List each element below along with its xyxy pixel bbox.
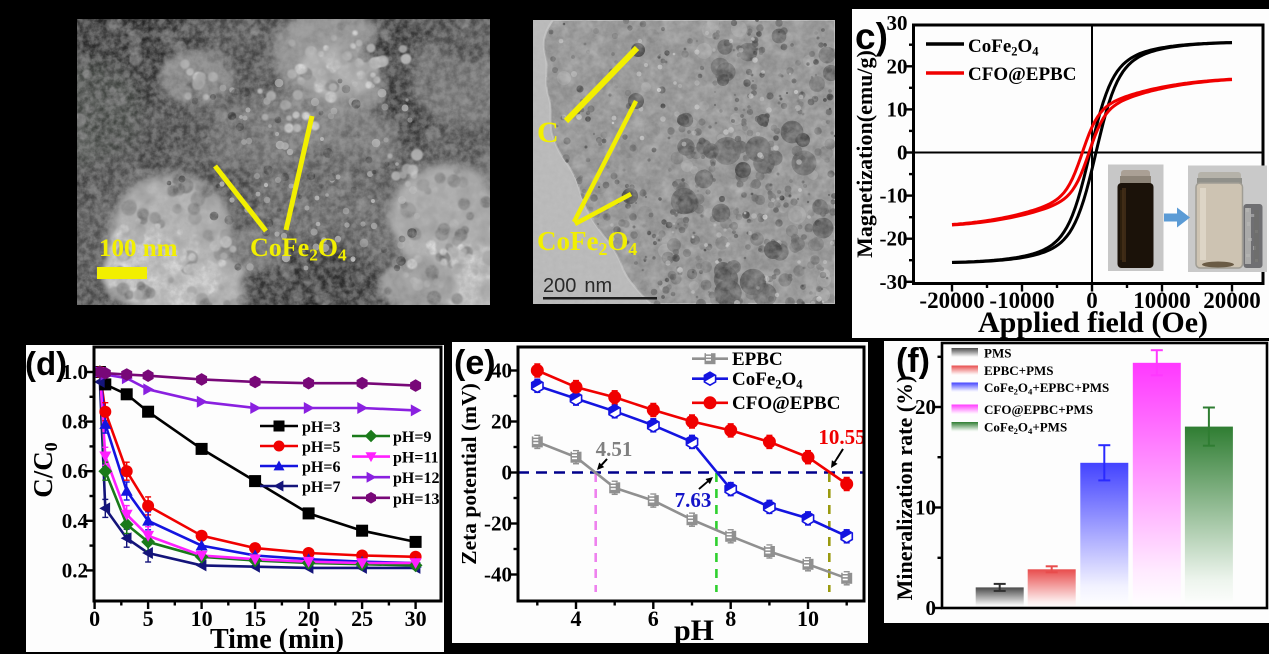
svg-text:CFO@EPBC: CFO@EPBC — [732, 393, 840, 414]
svg-text:CoFe2O4: CoFe2O4 — [537, 226, 637, 259]
svg-text:CFO@EPBC+PMS: CFO@EPBC+PMS — [984, 402, 1093, 417]
svg-text:1.0: 1.0 — [62, 360, 88, 384]
svg-text:Magnetization(emu/g): Magnetization(emu/g) — [852, 50, 877, 258]
svg-text:(e): (e) — [454, 344, 496, 382]
svg-text:C: C — [537, 116, 559, 149]
svg-text:CoFe2O4: CoFe2O4 — [250, 233, 347, 265]
svg-text:Time (min): Time (min) — [210, 624, 344, 652]
svg-text:Zeta potential (mV): Zeta potential (mV) — [457, 383, 481, 565]
svg-text:10: 10 — [915, 496, 936, 520]
svg-text:25: 25 — [351, 606, 373, 631]
svg-text:pH=3: pH=3 — [302, 419, 340, 436]
svg-text:C/C0: C/C0 — [28, 442, 61, 498]
svg-text:100 nm: 100 nm — [99, 235, 178, 262]
svg-text:pH: pH — [674, 614, 714, 643]
svg-text:30: 30 — [405, 606, 427, 631]
svg-text:15: 15 — [244, 606, 266, 631]
svg-text:40: 40 — [491, 359, 512, 383]
svg-text:10: 10 — [797, 606, 819, 631]
svg-text:-40: -40 — [484, 563, 512, 587]
svg-text:CoFe2O4: CoFe2O4 — [968, 36, 1039, 58]
svg-text:10: 10 — [887, 97, 908, 121]
svg-text:0: 0 — [502, 461, 513, 485]
svg-text:CoFe2O4+PMS: CoFe2O4+PMS — [984, 420, 1067, 436]
svg-text:-10: -10 — [880, 184, 908, 208]
svg-text:20: 20 — [298, 606, 320, 631]
svg-text:0: 0 — [897, 141, 908, 165]
svg-text:6: 6 — [648, 606, 659, 631]
svg-text:30: 30 — [887, 11, 908, 35]
svg-text:20: 20 — [491, 410, 512, 434]
svg-text:pH=11: pH=11 — [393, 450, 439, 467]
svg-text:CoFe2O4+EPBC+PMS: CoFe2O4+EPBC+PMS — [984, 380, 1109, 396]
svg-text:0: 0 — [1086, 288, 1098, 313]
svg-text:0: 0 — [926, 596, 937, 620]
svg-text:20: 20 — [915, 395, 936, 419]
svg-text:(f): (f) — [896, 342, 930, 380]
svg-text:EPBC: EPBC — [732, 349, 783, 370]
svg-text:pH=12: pH=12 — [393, 470, 439, 487]
svg-text:10.55: 10.55 — [818, 425, 865, 449]
svg-text:-10000: -10000 — [989, 288, 1054, 313]
svg-text:pH=13: pH=13 — [393, 491, 439, 508]
svg-text:10: 10 — [191, 606, 213, 631]
svg-text:-20: -20 — [880, 227, 908, 251]
svg-text:CFO@EPBC: CFO@EPBC — [968, 64, 1076, 85]
svg-text:pH=6: pH=6 — [302, 459, 340, 476]
svg-text:5: 5 — [143, 606, 154, 631]
svg-text:EPBC+PMS: EPBC+PMS — [984, 363, 1054, 378]
svg-text:pH=7: pH=7 — [302, 479, 340, 496]
svg-text:0.4: 0.4 — [62, 509, 89, 533]
svg-text:0.6: 0.6 — [62, 459, 88, 483]
svg-text:PMS: PMS — [984, 346, 1011, 361]
svg-text:7.63: 7.63 — [675, 488, 712, 512]
svg-text:Mineralization rate (%): Mineralization rate (%) — [892, 376, 917, 601]
svg-text:0.2: 0.2 — [62, 558, 88, 582]
svg-text:4: 4 — [571, 606, 582, 631]
svg-text:200 nm: 200 nm — [543, 275, 612, 297]
svg-text:-30: -30 — [880, 270, 908, 294]
svg-text:-20000: -20000 — [919, 288, 984, 313]
svg-text:8: 8 — [725, 606, 736, 631]
svg-text:20000: 20000 — [1203, 288, 1261, 313]
svg-text:10000: 10000 — [1133, 288, 1191, 313]
svg-text:c): c) — [855, 16, 888, 57]
svg-text:-20: -20 — [484, 512, 512, 536]
svg-text:CoFe2O4: CoFe2O4 — [732, 369, 803, 391]
svg-text:pH=5: pH=5 — [302, 439, 340, 456]
svg-text:4.51: 4.51 — [596, 437, 633, 461]
svg-text:0: 0 — [89, 606, 100, 631]
svg-text:pH=9: pH=9 — [393, 429, 431, 446]
svg-text:0.8: 0.8 — [62, 410, 88, 434]
svg-text:(d): (d) — [26, 345, 67, 382]
svg-text:Applied field (Oe): Applied field (Oe) — [978, 306, 1208, 338]
svg-text:20: 20 — [887, 54, 908, 78]
